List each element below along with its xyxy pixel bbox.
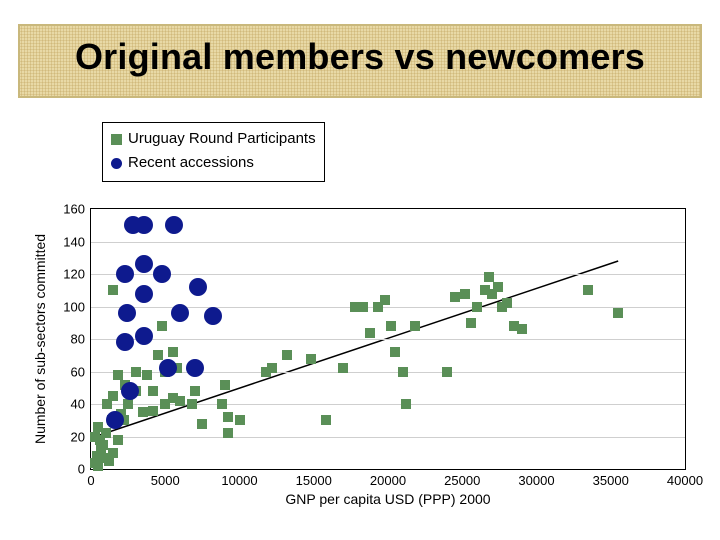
data-point-recent	[171, 304, 189, 322]
data-point-uruguay	[460, 289, 470, 299]
y-tick: 80	[71, 332, 91, 347]
gridline	[91, 339, 685, 340]
data-point-uruguay	[472, 302, 482, 312]
data-point-uruguay	[466, 318, 476, 328]
x-tick: 20000	[370, 469, 406, 488]
legend: Uruguay Round Participants Recent access…	[102, 122, 325, 182]
data-point-uruguay	[217, 399, 227, 409]
x-tick: 5000	[151, 469, 180, 488]
data-point-uruguay	[153, 350, 163, 360]
legend-label: Recent accessions	[128, 151, 254, 175]
y-axis-label: Number of sub-sectors committed	[32, 234, 48, 444]
data-point-uruguay	[175, 396, 185, 406]
data-point-uruguay	[282, 350, 292, 360]
data-point-uruguay	[338, 363, 348, 373]
data-point-uruguay	[138, 407, 148, 417]
gridline	[91, 274, 685, 275]
chart-container: Uruguay Round Participants Recent access…	[18, 116, 702, 516]
data-point-uruguay	[401, 399, 411, 409]
scatter-plot: GNP per capita USD (PPP) 2000 0204060801…	[90, 208, 686, 470]
data-point-uruguay	[108, 448, 118, 458]
data-point-recent	[135, 285, 153, 303]
legend-label: Uruguay Round Participants	[128, 127, 316, 151]
x-tick: 25000	[444, 469, 480, 488]
data-point-uruguay	[123, 399, 133, 409]
data-point-uruguay	[223, 428, 233, 438]
data-point-recent	[106, 411, 124, 429]
data-point-uruguay	[321, 415, 331, 425]
x-tick: 10000	[221, 469, 257, 488]
y-tick: 100	[63, 299, 91, 314]
data-point-uruguay	[386, 321, 396, 331]
circle-icon	[111, 158, 122, 169]
slide: Original members vs newcomers Uruguay Ro…	[0, 0, 720, 540]
data-point-uruguay	[267, 363, 277, 373]
data-point-uruguay	[613, 308, 623, 318]
data-point-recent	[121, 382, 139, 400]
x-tick: 15000	[296, 469, 332, 488]
data-point-uruguay	[365, 328, 375, 338]
data-point-uruguay	[493, 282, 503, 292]
slide-title: Original members vs newcomers	[0, 36, 720, 78]
data-point-uruguay	[113, 370, 123, 380]
data-point-recent	[189, 278, 207, 296]
x-tick: 30000	[518, 469, 554, 488]
data-point-uruguay	[101, 428, 111, 438]
data-point-uruguay	[142, 370, 152, 380]
data-point-uruguay	[190, 386, 200, 396]
data-point-uruguay	[157, 321, 167, 331]
data-point-uruguay	[358, 302, 368, 312]
y-tick: 160	[63, 202, 91, 217]
data-point-recent	[204, 307, 222, 325]
data-point-uruguay	[517, 324, 527, 334]
x-axis-label: GNP per capita USD (PPP) 2000	[91, 491, 685, 507]
data-point-uruguay	[131, 367, 141, 377]
square-icon	[111, 134, 122, 145]
data-point-uruguay	[148, 406, 158, 416]
data-point-uruguay	[187, 399, 197, 409]
x-tick: 35000	[593, 469, 629, 488]
data-point-uruguay	[502, 298, 512, 308]
data-point-uruguay	[484, 272, 494, 282]
legend-item-uruguay: Uruguay Round Participants	[111, 127, 316, 151]
x-tick: 40000	[667, 469, 703, 488]
y-tick: 60	[71, 364, 91, 379]
data-point-uruguay	[390, 347, 400, 357]
y-tick: 40	[71, 397, 91, 412]
y-axis-label-container: Number of sub-sectors committed	[32, 208, 48, 470]
data-point-uruguay	[442, 367, 452, 377]
data-point-uruguay	[398, 367, 408, 377]
data-point-uruguay	[583, 285, 593, 295]
data-point-uruguay	[235, 415, 245, 425]
data-point-uruguay	[168, 347, 178, 357]
data-point-uruguay	[113, 435, 123, 445]
data-point-uruguay	[223, 412, 233, 422]
data-point-uruguay	[148, 386, 158, 396]
data-point-uruguay	[102, 399, 112, 409]
data-point-uruguay	[306, 354, 316, 364]
data-point-recent	[118, 304, 136, 322]
data-point-uruguay	[220, 380, 230, 390]
data-point-uruguay	[108, 285, 118, 295]
y-tick: 120	[63, 267, 91, 282]
data-point-uruguay	[90, 432, 100, 442]
data-point-uruguay	[450, 292, 460, 302]
data-point-uruguay	[380, 295, 390, 305]
y-tick: 140	[63, 234, 91, 249]
gridline	[91, 242, 685, 243]
data-point-uruguay	[197, 419, 207, 429]
gridline	[91, 437, 685, 438]
x-tick: 0	[87, 469, 94, 488]
y-tick: 20	[71, 429, 91, 444]
data-point-uruguay	[410, 321, 420, 331]
legend-item-recent: Recent accessions	[111, 151, 316, 175]
